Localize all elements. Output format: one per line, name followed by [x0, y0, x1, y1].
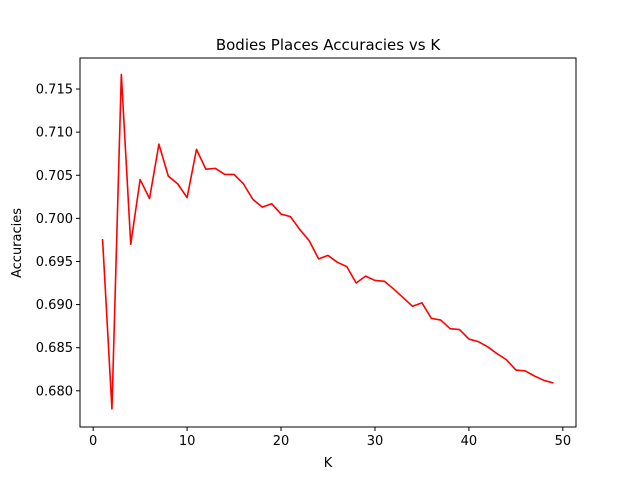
y-tick-label: 0.685: [36, 341, 73, 356]
x-tick-label: 0: [89, 434, 97, 449]
x-tick-label: 20: [273, 434, 290, 449]
y-tick-label: 0.715: [36, 83, 73, 98]
y-tick-label: 0.680: [36, 384, 73, 399]
y-axis-label: Accuracies: [10, 208, 25, 278]
y-tick-label: 0.710: [36, 126, 73, 141]
series-line: [101, 73, 554, 410]
x-tick-label: 40: [461, 434, 478, 449]
y-tick-label: 0.705: [36, 169, 73, 184]
y-tick-label: 0.690: [36, 298, 73, 313]
x-axis: 0 10 20 30 40 50: [89, 427, 571, 449]
plot-area: [101, 73, 554, 410]
x-tick-label: 10: [179, 434, 196, 449]
chart-title: Bodies Places Accuracies vs K: [216, 36, 441, 54]
x-tick-label: 30: [367, 434, 384, 449]
x-tick-label: 50: [555, 434, 572, 449]
x-axis-label: K: [324, 456, 333, 471]
y-tick-label: 0.700: [36, 212, 73, 227]
y-tick-label: 0.695: [36, 255, 73, 270]
y-axis: 0.680 0.685 0.690 0.695 0.700 0.705 0.710 0.715: [36, 83, 80, 399]
plot-frame: [79, 57, 577, 428]
